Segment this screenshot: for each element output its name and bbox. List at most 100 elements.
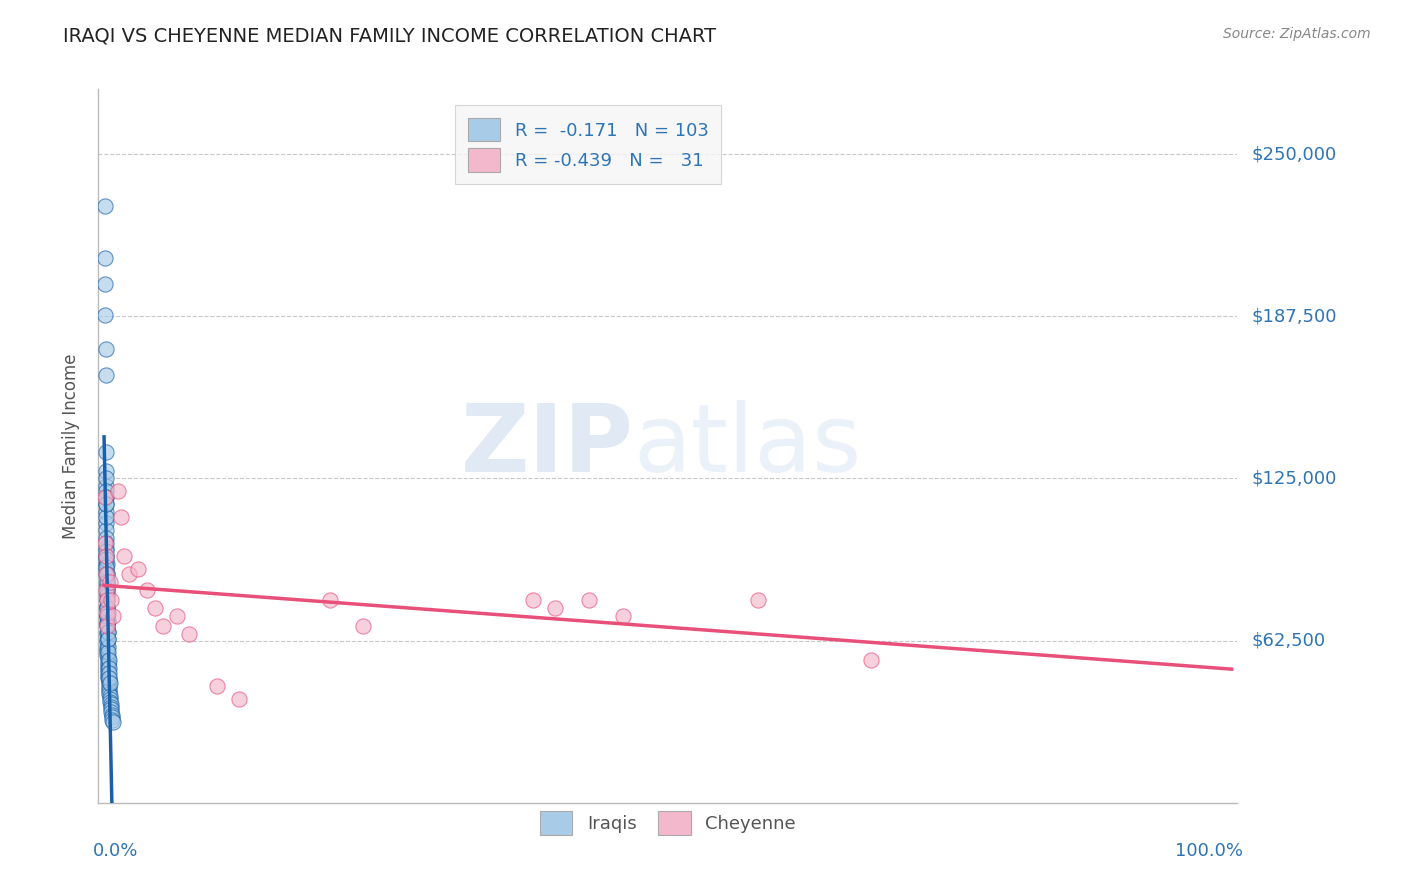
Point [96, 567, 118, 582]
Point [94, 536, 117, 550]
Point [166, 609, 188, 624]
Point [97, 666, 120, 681]
Point [97, 658, 120, 673]
Point [107, 484, 129, 499]
Point [101, 609, 124, 624]
Point [96, 559, 118, 574]
Point [94, 531, 117, 545]
Point [96, 599, 118, 613]
Point [94, 490, 117, 504]
Point [96, 607, 118, 621]
Point [98, 681, 121, 696]
Point [96, 549, 118, 564]
Point [96, 544, 118, 558]
Point [94, 505, 117, 519]
Point [97, 661, 120, 675]
Point [143, 601, 166, 615]
Point [96, 578, 118, 592]
Point [94, 368, 117, 382]
Point [97, 671, 120, 685]
Point [352, 619, 374, 633]
Point [94, 342, 117, 356]
Point [96, 635, 118, 649]
Point [97, 668, 120, 682]
Point [96, 588, 118, 602]
Point [96, 604, 118, 618]
Point [98, 692, 121, 706]
Point [96, 593, 118, 607]
Point [118, 567, 141, 582]
Point [96, 619, 118, 633]
Point [100, 705, 122, 719]
Point [96, 557, 118, 571]
Point [98, 671, 121, 685]
Point [96, 640, 118, 654]
Text: ZIP: ZIP [461, 400, 634, 492]
Point [98, 676, 121, 690]
Point [96, 614, 118, 628]
Point [97, 679, 120, 693]
Text: $62,500: $62,500 [1251, 632, 1326, 649]
Point [97, 671, 120, 685]
Point [101, 715, 124, 730]
Point [98, 690, 121, 704]
Point [127, 562, 149, 576]
Point [96, 645, 118, 659]
Point [98, 695, 121, 709]
Y-axis label: Median Family Income: Median Family Income [62, 353, 80, 539]
Point [94, 277, 117, 291]
Point [100, 699, 122, 714]
Point [96, 593, 118, 607]
Text: Source: ZipAtlas.com: Source: ZipAtlas.com [1223, 27, 1371, 41]
Point [97, 645, 120, 659]
Point [96, 573, 118, 587]
Point [94, 536, 117, 550]
Point [94, 516, 117, 530]
Point [94, 490, 117, 504]
Point [96, 593, 118, 607]
Point [96, 609, 118, 624]
Point [96, 582, 118, 597]
Text: $125,000: $125,000 [1251, 469, 1337, 487]
Point [97, 653, 120, 667]
Point [96, 650, 118, 665]
Point [747, 593, 769, 607]
Point [96, 578, 118, 592]
Point [100, 593, 122, 607]
Text: $187,500: $187,500 [1251, 307, 1337, 326]
Point [98, 575, 121, 590]
Point [96, 609, 118, 624]
Point [110, 510, 132, 524]
Point [94, 497, 117, 511]
Point [578, 593, 600, 607]
Point [94, 567, 117, 582]
Point [94, 479, 117, 493]
Text: 0.0%: 0.0% [93, 842, 138, 860]
Point [96, 588, 118, 602]
Point [94, 510, 117, 524]
Point [94, 490, 117, 504]
Point [96, 601, 118, 615]
Point [96, 562, 118, 576]
Text: IRAQI VS CHEYENNE MEDIAN FAMILY INCOME CORRELATION CHART: IRAQI VS CHEYENNE MEDIAN FAMILY INCOME C… [63, 27, 717, 45]
Point [96, 582, 118, 597]
Point [96, 642, 118, 657]
Point [94, 464, 117, 478]
Point [101, 713, 124, 727]
Point [94, 199, 117, 213]
Text: $250,000: $250,000 [1251, 145, 1337, 163]
Point [94, 308, 117, 322]
Point [96, 616, 118, 631]
Point [96, 552, 118, 566]
Point [97, 653, 120, 667]
Point [98, 666, 121, 681]
Point [97, 664, 120, 678]
Point [100, 702, 122, 716]
Point [97, 624, 120, 639]
Point [96, 575, 118, 590]
Point [96, 549, 118, 564]
Point [96, 599, 118, 613]
Point [96, 619, 118, 633]
Legend: Iraqis, Cheyenne: Iraqis, Cheyenne [531, 803, 804, 844]
Point [94, 582, 117, 597]
